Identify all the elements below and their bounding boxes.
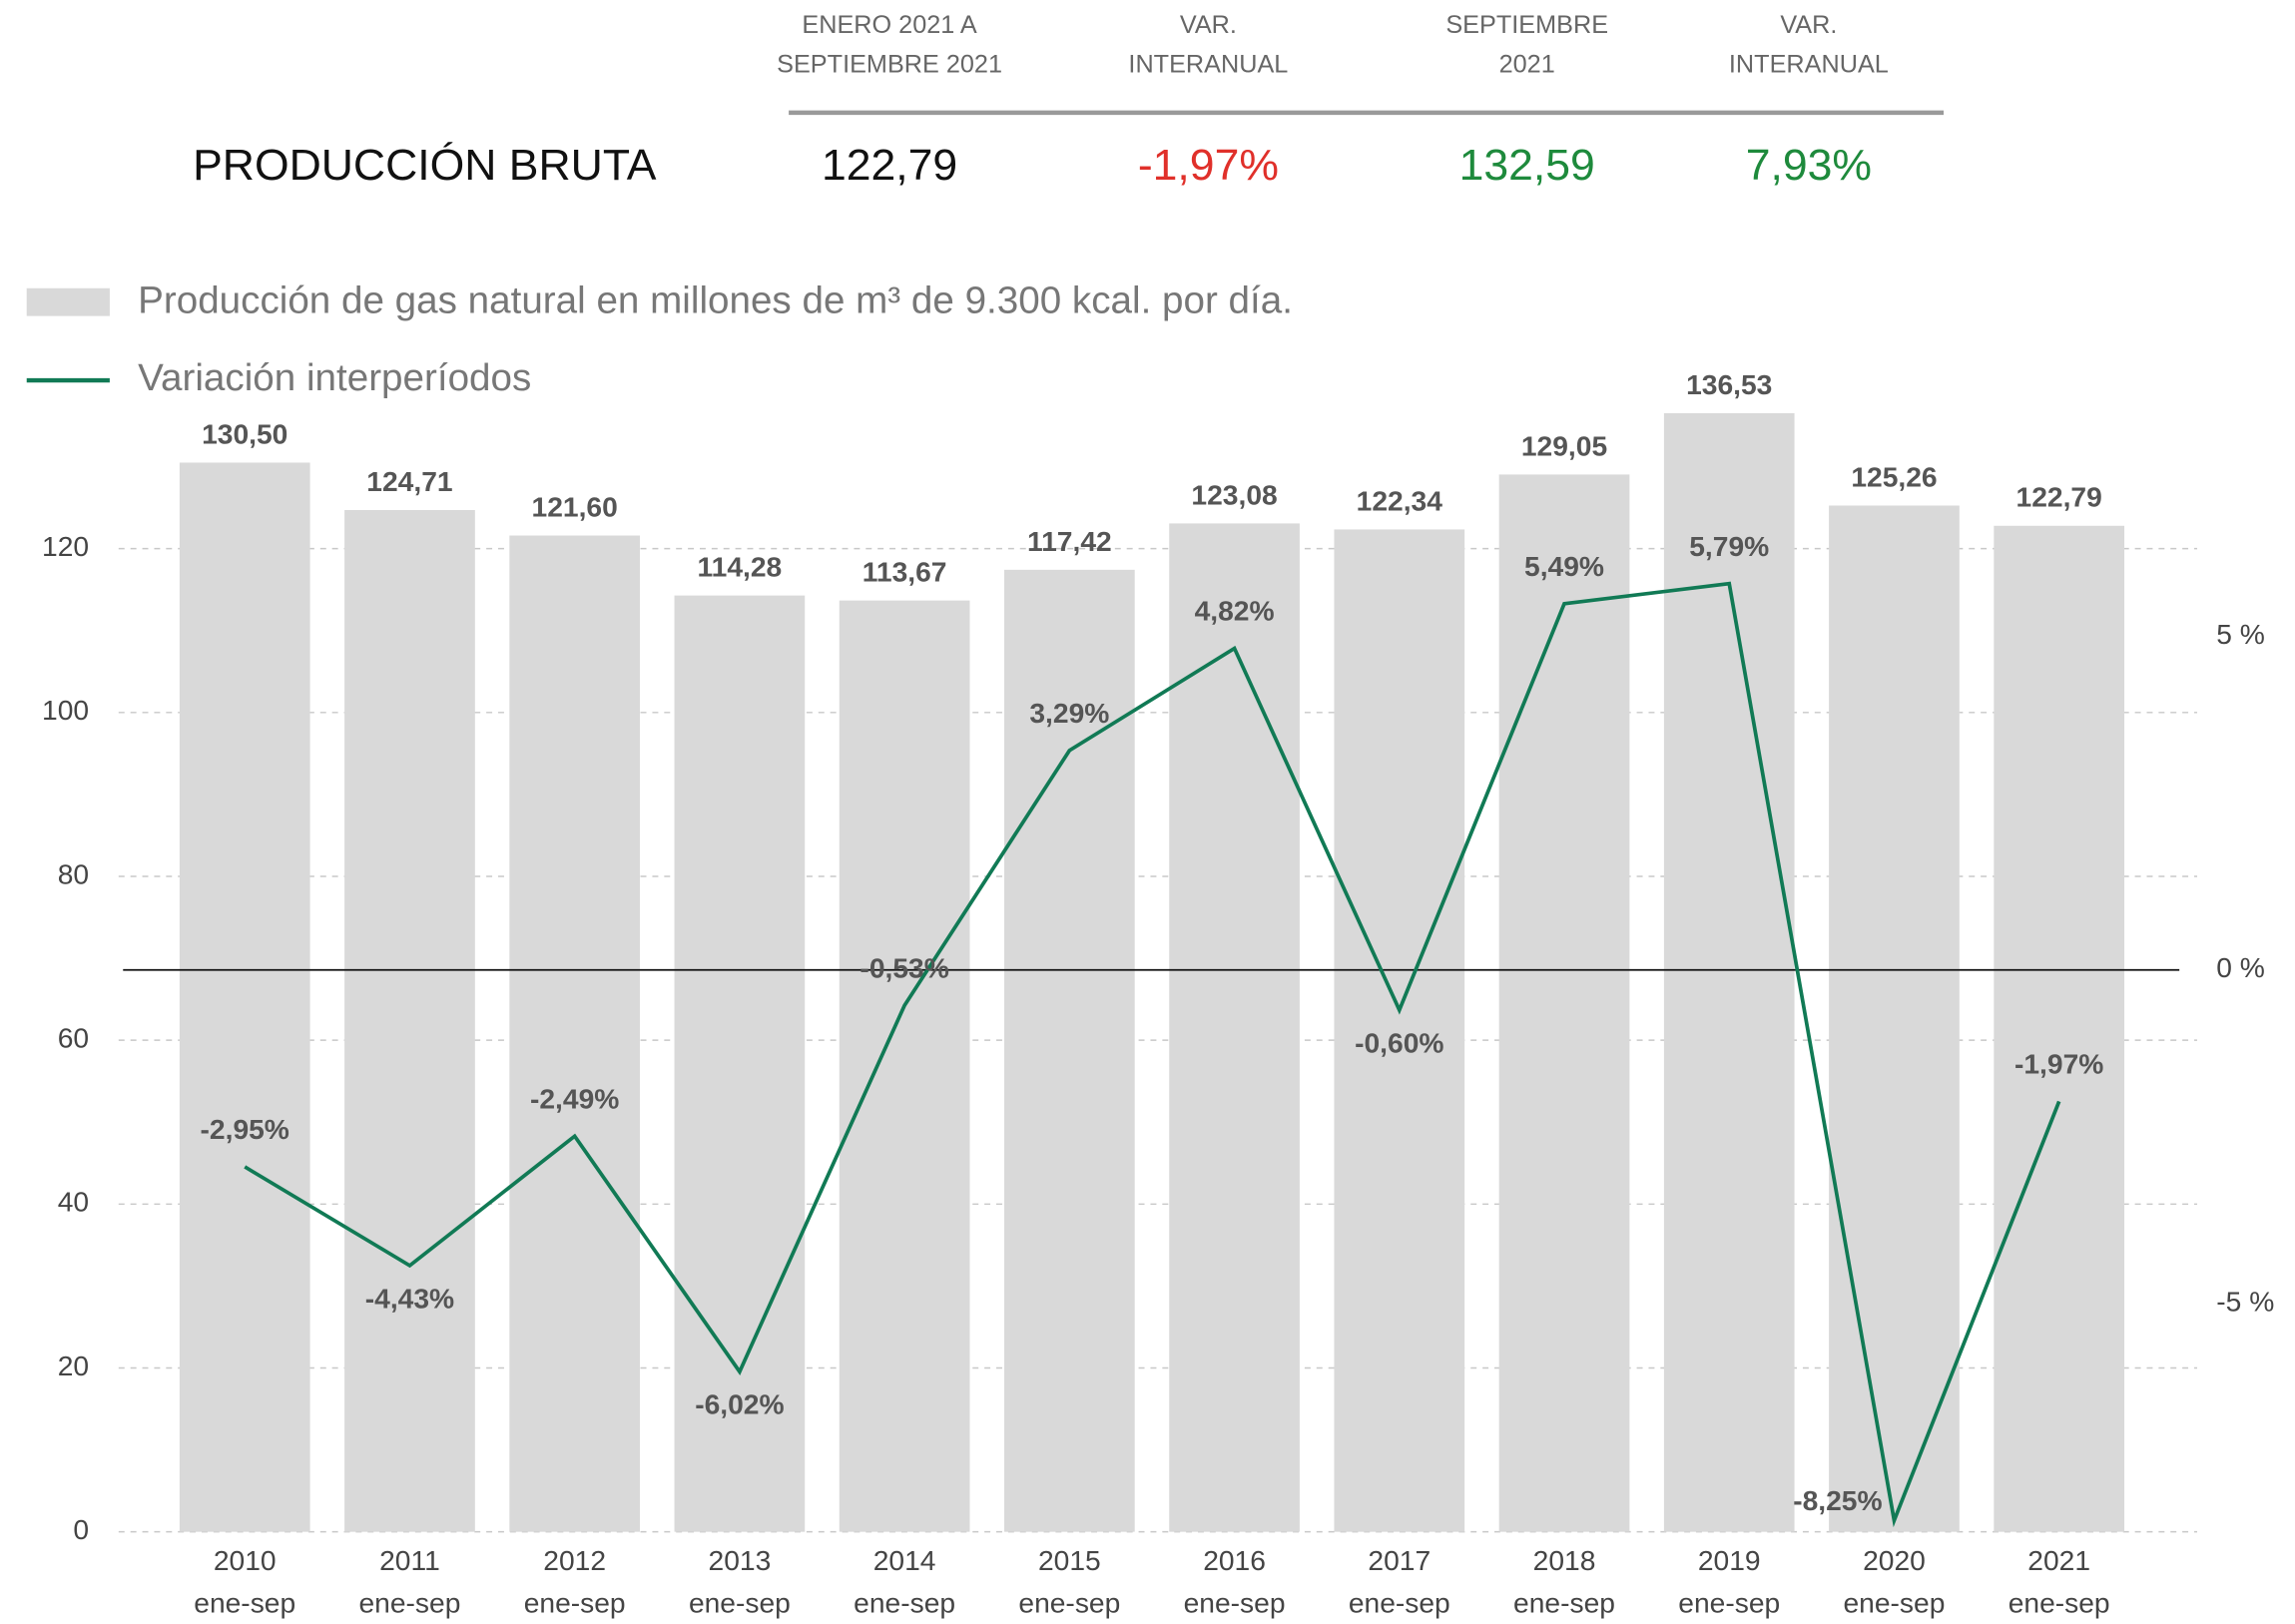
line-value-label: 4,82% — [1195, 596, 1275, 627]
y-tick-label: 20 — [58, 1351, 89, 1381]
y-tick-label: 40 — [58, 1187, 89, 1218]
x-tick-label: 2013 — [709, 1545, 772, 1576]
y-tick-label: 0 — [73, 1514, 89, 1545]
bar — [1663, 412, 1795, 1532]
x-tick-label: ene-sep — [524, 1587, 626, 1618]
x-tick-label: ene-sep — [2008, 1587, 2110, 1618]
bar — [1498, 474, 1630, 1532]
legend-label: Producción de gas natural en millones de… — [138, 279, 1293, 322]
bar-value-label: 117,42 — [1027, 526, 1112, 557]
bar — [1169, 523, 1300, 1532]
column-header: VAR. — [1780, 11, 1837, 39]
y-tick-label: 80 — [58, 859, 89, 890]
header-value: 132,59 — [1459, 141, 1595, 190]
bar-value-label: 113,67 — [862, 557, 947, 588]
bar — [1994, 525, 2125, 1532]
column-header: 2021 — [1499, 51, 1555, 79]
x-tick-label: ene-sep — [1513, 1587, 1615, 1618]
bar — [674, 595, 806, 1532]
bar — [1334, 529, 1465, 1532]
line-value-label: -6,02% — [695, 1389, 784, 1420]
x-tick-label: ene-sep — [1678, 1587, 1780, 1618]
x-tick-label: 2011 — [379, 1545, 440, 1576]
bar-value-label: 130,50 — [202, 419, 287, 450]
bar-value-label: 123,08 — [1191, 480, 1277, 511]
y2-tick-label: -5 % — [2216, 1287, 2274, 1318]
line-value-label: -2,49% — [530, 1084, 619, 1115]
y2-tick-label: 5 % — [2216, 619, 2265, 650]
bar-value-label: 125,26 — [1851, 462, 1937, 493]
bar — [1003, 569, 1135, 1532]
column-header: INTERANUAL — [1128, 51, 1288, 79]
header-value: 7,93% — [1746, 141, 1872, 190]
column-header: VAR. — [1180, 11, 1237, 39]
x-tick-label: 2014 — [873, 1545, 936, 1576]
x-tick-label: 2012 — [543, 1545, 606, 1576]
x-tick-label: 2016 — [1203, 1545, 1266, 1576]
x-tick-label: 2015 — [1038, 1545, 1101, 1576]
bar — [179, 462, 310, 1532]
bar — [509, 535, 641, 1532]
x-tick-label: 2020 — [1863, 1545, 1926, 1576]
x-tick-label: ene-sep — [1349, 1587, 1450, 1618]
bar-value-label: 129,05 — [1521, 431, 1607, 462]
line-value-label: -0,53% — [860, 953, 948, 984]
bar-value-label: 124,71 — [366, 466, 452, 497]
header-value: -1,97% — [1138, 141, 1279, 190]
bar — [839, 600, 970, 1532]
column-header: SEPTIEMBRE — [1445, 11, 1608, 39]
x-tick-label: ene-sep — [1184, 1587, 1286, 1618]
header-value: 122,79 — [822, 141, 957, 190]
line-value-label: -2,95% — [201, 1114, 289, 1145]
x-tick-label: ene-sep — [854, 1587, 955, 1618]
bar-value-label: 121,60 — [532, 492, 618, 523]
bar-value-label: 136,53 — [1686, 369, 1772, 400]
x-tick-label: 2019 — [1698, 1545, 1761, 1576]
y2-tick-label: 0 % — [2216, 952, 2265, 983]
line — [244, 581, 2061, 1528]
line-value-label: -1,97% — [2014, 1049, 2103, 1080]
row-label: PRODUCCIÓN BRUTA — [193, 141, 657, 190]
x-tick-label: ene-sep — [1018, 1587, 1120, 1618]
x-tick-label: ene-sep — [689, 1587, 791, 1618]
x-tick-label: 2010 — [214, 1545, 277, 1576]
x-tick-label: 2021 — [2027, 1545, 2090, 1576]
bar-value-label: 114,28 — [698, 552, 783, 583]
bar-value-label: 122,34 — [1357, 486, 1443, 517]
bar-value-label: 122,79 — [2016, 482, 2102, 513]
x-tick-label: ene-sep — [358, 1587, 460, 1618]
legend-swatch — [26, 287, 110, 316]
line-value-label: 3,29% — [1029, 698, 1109, 729]
line-value-label: 5,49% — [1524, 551, 1604, 582]
y-tick-label: 60 — [58, 1023, 89, 1054]
column-header: SEPTIEMBRE 2021 — [777, 51, 1002, 79]
column-header: ENERO 2021 A — [802, 11, 977, 39]
x-tick-label: 2018 — [1533, 1545, 1596, 1576]
x-tick-label: ene-sep — [1843, 1587, 1945, 1618]
bar — [344, 510, 475, 1532]
bar — [1829, 505, 1960, 1532]
line-value-label: -0,60% — [1355, 1028, 1443, 1059]
line-value-label: -8,25% — [1793, 1485, 1882, 1516]
x-tick-label: 2017 — [1368, 1545, 1431, 1576]
y-tick-label: 120 — [42, 531, 89, 562]
legend-label: Variación interperíodos — [138, 356, 531, 399]
column-header: INTERANUAL — [1729, 51, 1889, 79]
x-tick-label: ene-sep — [194, 1587, 295, 1618]
line-value-label: -4,43% — [365, 1284, 454, 1315]
y-tick-label: 100 — [42, 695, 89, 726]
line-value-label: 5,79% — [1689, 531, 1769, 562]
